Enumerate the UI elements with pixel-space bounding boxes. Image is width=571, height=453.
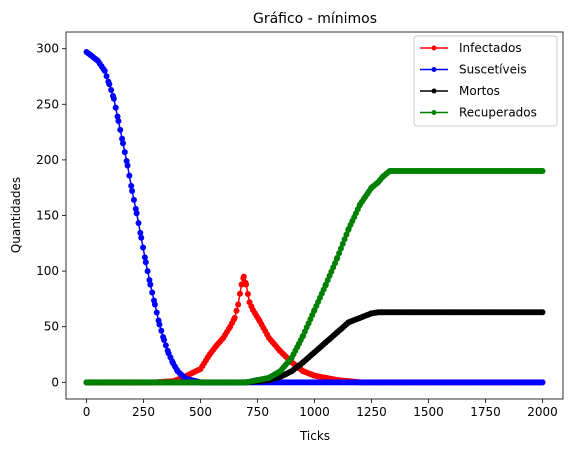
data-point (339, 240, 346, 247)
data-point (539, 309, 546, 316)
data-point (106, 81, 113, 88)
data-point (137, 229, 144, 236)
x-tick-label: 0 (83, 405, 91, 419)
x-axis: 0 250 500 750 1000 1250 1500 1750 2000 (83, 399, 558, 419)
data-point (128, 182, 135, 189)
y-tick-label: 200 (36, 153, 59, 167)
y-tick-label: 300 (36, 42, 59, 56)
x-tick-label: 750 (246, 405, 269, 419)
y-tick-label: 100 (36, 264, 59, 278)
legend-item: Infectados (420, 41, 522, 55)
data-point (341, 236, 348, 243)
data-point (149, 289, 156, 296)
y-axis: 0 50 100 150 200 250 300 (36, 42, 66, 389)
legend-item: Mortos (420, 84, 500, 98)
data-point (135, 220, 142, 227)
data-point (138, 234, 145, 241)
data-point (114, 113, 121, 120)
y-axis-title: Quantidades (9, 177, 23, 253)
data-point (539, 168, 546, 175)
data-point (130, 196, 137, 203)
data-point (141, 254, 148, 261)
data-point (117, 126, 124, 133)
x-tick-label: 500 (189, 405, 212, 419)
data-point (108, 87, 115, 94)
data-point (153, 309, 160, 316)
data-point (161, 337, 168, 344)
chart-title: Gráfico - mínimos (253, 11, 377, 27)
data-point (236, 290, 243, 297)
data-point (337, 245, 344, 252)
legend-marker (431, 67, 437, 72)
y-tick-label: 250 (36, 97, 59, 111)
x-tick-label: 2000 (527, 405, 558, 419)
data-point (151, 301, 158, 308)
data-point (336, 250, 343, 257)
x-tick-label: 1750 (470, 405, 501, 419)
legend-item: Suscetíveis (420, 63, 527, 77)
data-point (132, 205, 139, 212)
data-point (119, 135, 126, 142)
data-point (343, 231, 350, 238)
data-point (243, 281, 250, 288)
data-point (129, 188, 136, 195)
y-tick-label: 50 (44, 320, 59, 334)
legend-label: Suscetíveis (459, 63, 527, 77)
data-point (240, 273, 247, 280)
data-point (121, 149, 128, 156)
data-point (142, 259, 149, 266)
data-point (115, 117, 122, 124)
data-point (158, 327, 165, 334)
data-point (126, 172, 133, 179)
data-point (539, 379, 546, 386)
legend-box (413, 35, 558, 127)
legend-label: Infectados (459, 41, 522, 55)
data-point (119, 140, 126, 147)
data-point (112, 104, 119, 111)
data-point (231, 314, 238, 321)
legend-marker (431, 110, 437, 115)
data-point (110, 95, 117, 102)
x-tick-label: 1250 (356, 405, 387, 419)
data-point (162, 342, 169, 349)
data-point (123, 158, 130, 165)
legend-marker (431, 45, 437, 51)
series-recuperados (83, 168, 546, 386)
data-point (133, 210, 140, 217)
data-point (103, 73, 110, 80)
legend: Infectados Suscetíveis Mortos Recuperados (413, 35, 558, 127)
data-point (140, 244, 147, 251)
data-point (124, 162, 131, 169)
legend-marker (431, 88, 437, 94)
y-tick-label: 0 (51, 375, 59, 389)
y-tick-label: 150 (36, 209, 59, 223)
data-point (156, 321, 163, 328)
data-point (233, 307, 240, 314)
x-tick-label: 1000 (299, 405, 330, 419)
data-point (235, 301, 242, 308)
x-tick-label: 250 (132, 405, 155, 419)
legend-label: Recuperados (459, 106, 537, 120)
data-point (147, 281, 154, 288)
data-point (101, 67, 108, 74)
series-layer (83, 49, 546, 386)
legend-item: Recuperados (420, 106, 537, 120)
data-point (334, 254, 341, 261)
legend-label: Mortos (459, 84, 500, 98)
data-point (146, 277, 153, 284)
data-point (144, 268, 151, 275)
x-axis-title: Ticks (299, 429, 330, 443)
data-point (244, 290, 251, 297)
x-tick-label: 1500 (413, 405, 444, 419)
